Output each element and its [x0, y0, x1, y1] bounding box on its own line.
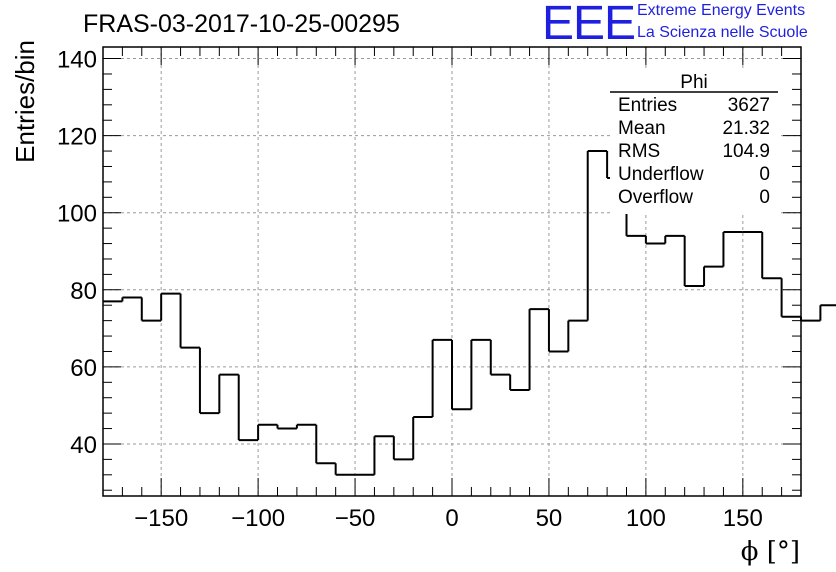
histogram-bin — [547, 309, 569, 353]
y-tick-label: 80 — [70, 278, 97, 305]
histogram-bin — [489, 339, 511, 376]
histogram-bin — [140, 297, 162, 322]
histogram-bin — [412, 415, 433, 460]
x-tick-label: 50 — [536, 505, 563, 532]
x-tick-label: −50 — [335, 505, 376, 532]
x-tick-label: 100 — [626, 505, 666, 532]
histogram-bin — [198, 347, 220, 415]
y-tick-label: 140 — [57, 47, 97, 74]
y-axis-label: Entries/bin — [10, 40, 40, 163]
x-tick-label: 0 — [445, 505, 458, 532]
logo-line-1: Extreme Energy Events — [637, 2, 806, 19]
histogram-bin — [819, 304, 836, 321]
histogram-bin — [470, 338, 491, 410]
histogram-bin — [761, 231, 782, 280]
stats-row-label: RMS — [618, 141, 660, 162]
histogram-bin — [644, 235, 666, 245]
x-tick-label: −150 — [134, 505, 188, 532]
histogram-bin — [179, 293, 200, 349]
histogram-bin — [431, 338, 452, 417]
histogram-bin — [567, 319, 588, 352]
stats-row-label: Entries — [618, 95, 677, 116]
logo-line-2: La Scienza nelle Scuole — [637, 24, 808, 41]
histogram-bin — [780, 278, 801, 318]
chart-title: FRAS-03-2017-10-25-00295 — [83, 10, 400, 38]
stats-box-background — [610, 70, 778, 214]
y-tick-label: 120 — [57, 124, 97, 151]
stats-row-label: Underflow — [618, 164, 704, 185]
histogram-bin — [703, 265, 724, 286]
histogram-bin — [160, 292, 181, 321]
y-tick-label: 100 — [57, 201, 97, 228]
x-tick-label: 150 — [723, 505, 763, 532]
histogram-bin — [276, 424, 297, 430]
histogram-bin — [315, 424, 336, 465]
x-tick-label: −100 — [231, 505, 285, 532]
histogram-bin — [121, 296, 142, 302]
histogram-bin — [392, 436, 414, 461]
histogram-bin — [800, 316, 821, 322]
stats-row-value: 3627 — [728, 95, 770, 116]
y-tick-label: 60 — [70, 355, 97, 382]
histogram-bin — [683, 235, 705, 287]
histogram-bin — [295, 423, 317, 429]
stats-row-value: 21.32 — [722, 118, 770, 139]
x-axis-label: ϕ [°] — [741, 537, 800, 567]
y-tick-label: 40 — [70, 432, 97, 459]
stats-box-title: Phi — [680, 72, 707, 93]
eee-logo: EEE — [542, 0, 636, 50]
histogram-bin — [528, 308, 549, 391]
histogram-bin — [586, 150, 608, 321]
histogram-bin — [722, 230, 743, 267]
histogram-bins — [103, 150, 836, 476]
tick-marks: 40 60 80 100 120 140 −150 −100 −50 0 50 100 150 — [57, 47, 801, 532]
histogram-bin — [218, 373, 239, 414]
stats-row-label: Overflow — [618, 187, 693, 208]
stats-row-value: 0 — [759, 164, 770, 185]
histogram-bin — [257, 423, 278, 441]
stats-row-label: Mean — [618, 118, 666, 139]
stats-row-value: 104.9 — [722, 141, 770, 162]
histogram-bin — [451, 339, 472, 411]
histogram-bin — [373, 435, 394, 475]
histogram-bin — [237, 374, 259, 442]
histogram-bin — [664, 234, 685, 244]
stats-row-value: 0 — [759, 187, 770, 208]
histogram-bin — [334, 463, 356, 476]
histogram-bin — [509, 374, 530, 392]
